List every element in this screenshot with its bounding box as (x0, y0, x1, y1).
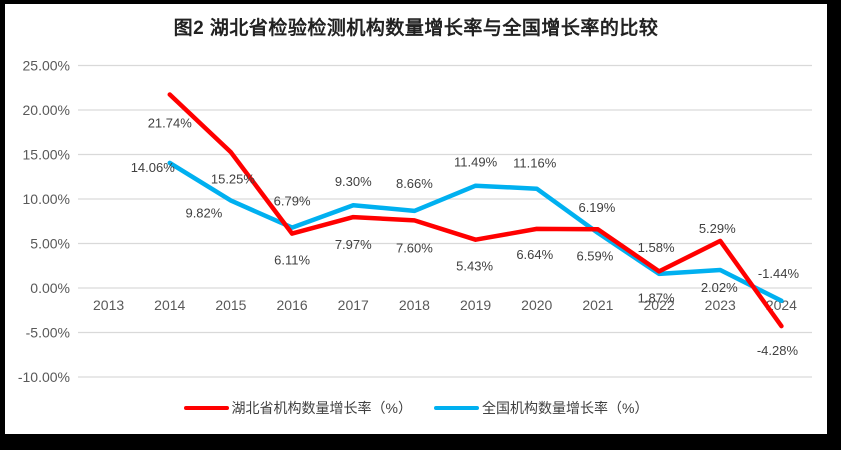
y-tick-label: -10.00% (18, 369, 70, 385)
y-tick-label: 20.00% (23, 102, 70, 118)
data-label-national: 9.82% (185, 206, 222, 221)
data-label-hubei: 5.29% (699, 221, 736, 236)
x-tick-label: 2024 (766, 297, 797, 313)
x-tick-label: 2014 (154, 297, 185, 313)
data-label-national: 11.16% (513, 156, 557, 171)
x-tick-label: 2019 (460, 297, 491, 313)
data-label-hubei: 6.64% (516, 247, 553, 262)
series-line-hubei (167, 92, 784, 329)
chart-title: 图2 湖北省检验检测机构数量增长率与全国增长率的比较 (173, 18, 659, 39)
data-label-national: 11.49% (454, 155, 498, 170)
data-label-hubei: 7.60% (396, 240, 433, 255)
x-tick-label: 2021 (582, 297, 613, 313)
legend-line-blue-icon (434, 405, 479, 411)
data-label-hubei: 1.87% (638, 290, 675, 305)
y-tick-label: -5.00% (26, 325, 70, 341)
data-label-hubei: -4.28% (757, 343, 799, 358)
data-label-national: -1.44% (758, 266, 800, 281)
y-tick-label: 10.00% (23, 191, 70, 207)
data-label-hubei: 15.25% (211, 171, 256, 186)
data-label-national: 8.66% (396, 176, 433, 191)
legend-label-hubei: 湖北省机构数量增长率（%） (231, 400, 412, 416)
x-tick-label: 2023 (705, 297, 736, 313)
legend-line-red-icon (183, 405, 229, 411)
y-tick-label: 0.00% (30, 280, 70, 296)
x-tick-label: 2013 (93, 297, 124, 313)
x-tick-label: 2022 (644, 297, 675, 313)
data-label-hubei: 6.11% (274, 253, 310, 268)
data-label-national: 2.02% (701, 280, 738, 295)
legend-item-hubei: 湖北省机构数量增长率（%） (183, 398, 412, 418)
chart-frame: 图2 湖北省检验检测机构数量增长率与全国增长率的比较 25.00% 20.00% 1… (5, 4, 827, 434)
data-label-national: 6.79% (274, 194, 311, 209)
chart-legend: 湖北省机构数量增长率（%） 全国机构数量增长率（%） (5, 398, 827, 418)
y-tick-label: 15.00% (23, 147, 70, 163)
y-tick-label: 5.00% (30, 236, 70, 252)
y-tick-label: 25.00% (23, 58, 70, 74)
legend-item-national: 全国机构数量增长率（%） (434, 398, 648, 418)
data-label-hubei: 5.43% (456, 259, 493, 274)
x-tick-label: 2016 (277, 297, 308, 313)
series-line-national (167, 160, 784, 304)
data-label-national: 9.30% (335, 174, 372, 189)
legend-label-national: 全国机构数量增长率（%） (482, 400, 649, 416)
chart-plot-area: 25.00% 20.00% 15.00% 10.00% 5.00% 0.00% -5.00%… (18, 58, 812, 385)
data-label-national: 14.06% (131, 160, 176, 175)
data-label-national: 1.58% (638, 240, 675, 255)
data-label-hubei: 6.59% (576, 248, 613, 263)
data-label-national: 6.19% (578, 200, 615, 215)
x-tick-label: 2015 (215, 297, 246, 313)
x-tick-label: 2020 (521, 297, 552, 313)
data-label-hubei: 7.97% (335, 237, 372, 252)
x-tick-label: 2017 (338, 297, 369, 313)
data-label-hubei: 21.74% (148, 116, 193, 131)
x-tick-label: 2018 (399, 297, 430, 313)
